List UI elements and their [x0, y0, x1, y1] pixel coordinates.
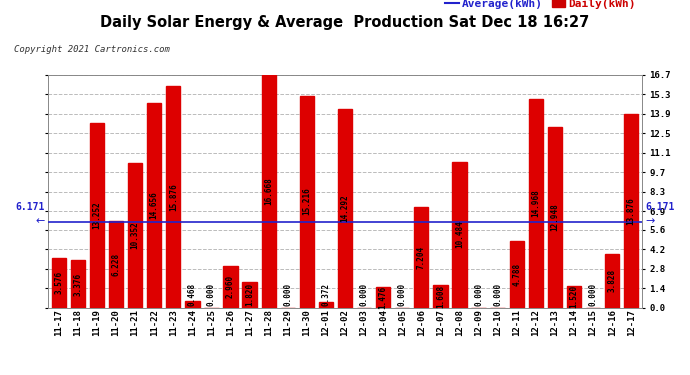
Text: 2.960: 2.960	[226, 275, 235, 298]
Text: 14.656: 14.656	[150, 192, 159, 219]
Text: 0.000: 0.000	[207, 283, 216, 306]
Text: 4.788: 4.788	[512, 262, 521, 286]
Text: 1.820: 1.820	[245, 283, 254, 306]
Bar	[185, 301, 199, 307]
Text: 1.476: 1.476	[379, 286, 388, 309]
Bar	[453, 162, 466, 308]
Bar	[338, 108, 352, 307]
Bar	[147, 104, 161, 308]
Text: 0.000: 0.000	[359, 283, 368, 306]
Bar	[242, 282, 257, 308]
Text: 10.484: 10.484	[455, 220, 464, 248]
Text: 0.000: 0.000	[493, 283, 502, 306]
Text: 3.828: 3.828	[608, 269, 617, 292]
Bar	[52, 258, 66, 307]
Text: 13.876: 13.876	[627, 197, 635, 225]
Bar	[109, 221, 124, 308]
Bar	[299, 96, 314, 308]
Text: 0.468: 0.468	[188, 283, 197, 306]
Bar	[224, 266, 237, 308]
Text: 16.668: 16.668	[264, 178, 273, 206]
Text: 0.000: 0.000	[589, 283, 598, 306]
Text: 0.372: 0.372	[322, 283, 331, 306]
Text: ←: ←	[35, 217, 45, 226]
Bar	[128, 164, 142, 308]
Bar	[262, 75, 276, 308]
Text: 0.000: 0.000	[474, 283, 483, 306]
Text: 15.216: 15.216	[302, 188, 311, 216]
Text: 6.228: 6.228	[112, 253, 121, 276]
Bar	[70, 261, 85, 308]
Text: Daily Solar Energy & Average  Production Sat Dec 18 16:27: Daily Solar Energy & Average Production …	[100, 15, 590, 30]
Text: 1.608: 1.608	[436, 285, 445, 308]
Text: 3.376: 3.376	[73, 272, 82, 296]
Text: 12.948: 12.948	[551, 204, 560, 231]
Bar	[510, 241, 524, 308]
Legend: Average(kWh), Daily(kWh): Average(kWh), Daily(kWh)	[446, 0, 636, 9]
Bar	[605, 254, 620, 308]
Text: 15.876: 15.876	[169, 183, 178, 211]
Bar	[376, 287, 391, 308]
Bar	[414, 207, 428, 308]
Bar	[90, 123, 104, 308]
Bar	[624, 114, 638, 308]
Text: 0.000: 0.000	[284, 283, 293, 306]
Text: 6.171: 6.171	[15, 202, 45, 211]
Text: 7.204: 7.204	[417, 246, 426, 269]
Bar	[529, 99, 543, 308]
Text: 0.000: 0.000	[397, 283, 406, 306]
Text: 14.292: 14.292	[340, 194, 350, 222]
Text: 6.171: 6.171	[645, 202, 675, 211]
Bar	[319, 302, 333, 307]
Bar	[566, 286, 581, 308]
Bar	[548, 127, 562, 308]
Text: 13.252: 13.252	[92, 201, 101, 229]
Bar	[433, 285, 448, 308]
Bar	[166, 87, 180, 308]
Text: 14.968: 14.968	[531, 189, 540, 217]
Text: →: →	[645, 217, 655, 226]
Text: Copyright 2021 Cartronics.com: Copyright 2021 Cartronics.com	[14, 45, 170, 54]
Text: 10.352: 10.352	[130, 222, 139, 249]
Text: 3.576: 3.576	[55, 271, 63, 294]
Text: 1.520: 1.520	[569, 285, 578, 309]
